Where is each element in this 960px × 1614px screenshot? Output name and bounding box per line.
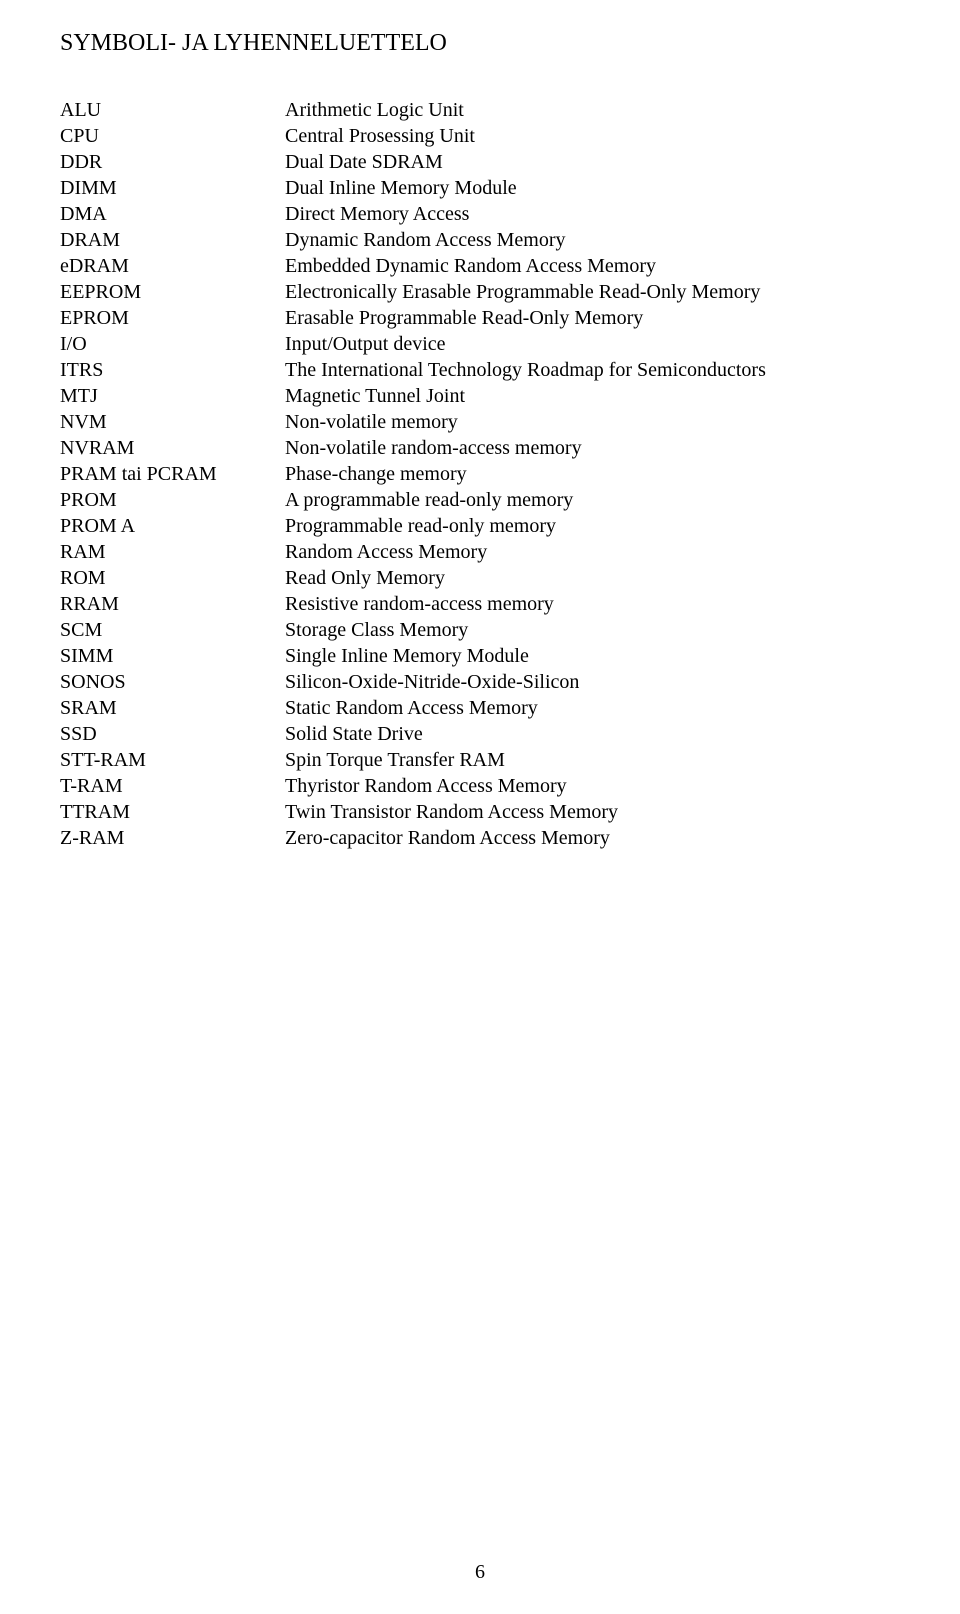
- abbr-cell: DRAM: [60, 227, 285, 253]
- table-row: ROMRead Only Memory: [60, 565, 900, 591]
- abbr-cell: RRAM: [60, 591, 285, 617]
- table-row: PROM AProgrammable read-only memory: [60, 513, 900, 539]
- table-row: DRAMDynamic Random Access Memory: [60, 227, 900, 253]
- abbr-cell: DMA: [60, 201, 285, 227]
- page-number: 6: [0, 1561, 960, 1584]
- definition-cell: Erasable Programmable Read-Only Memory: [285, 305, 900, 331]
- table-row: I/OInput/Output device: [60, 331, 900, 357]
- definition-cell: Programmable read-only memory: [285, 513, 900, 539]
- abbr-cell: Z-RAM: [60, 825, 285, 851]
- table-row: SONOSSilicon-Oxide-Nitride-Oxide-Silicon: [60, 669, 900, 695]
- abbr-cell: eDRAM: [60, 253, 285, 279]
- page-heading: SYMBOLI- JA LYHENNELUETTELO: [60, 30, 900, 57]
- abbr-cell: ALU: [60, 97, 285, 123]
- abbr-cell: SIMM: [60, 643, 285, 669]
- definition-cell: The International Technology Roadmap for…: [285, 357, 900, 383]
- abbr-cell: PROM A: [60, 513, 285, 539]
- definition-cell: Dual Date SDRAM: [285, 149, 900, 175]
- table-row: EEPROMElectronically Erasable Programmab…: [60, 279, 900, 305]
- table-row: NVMNon-volatile memory: [60, 409, 900, 435]
- table-row: PROMA programmable read-only memory: [60, 487, 900, 513]
- definition-cell: Twin Transistor Random Access Memory: [285, 799, 900, 825]
- table-row: TTRAMTwin Transistor Random Access Memor…: [60, 799, 900, 825]
- table-row: Z-RAMZero-capacitor Random Access Memory: [60, 825, 900, 851]
- definition-cell: Magnetic Tunnel Joint: [285, 383, 900, 409]
- definition-cell: Dual Inline Memory Module: [285, 175, 900, 201]
- definition-cell: Direct Memory Access: [285, 201, 900, 227]
- definition-cell: Read Only Memory: [285, 565, 900, 591]
- table-row: STT-RAMSpin Torque Transfer RAM: [60, 747, 900, 773]
- abbr-cell: TTRAM: [60, 799, 285, 825]
- abbr-cell: PRAM tai PCRAM: [60, 461, 285, 487]
- table-row: SCMStorage Class Memory: [60, 617, 900, 643]
- abbr-cell: I/O: [60, 331, 285, 357]
- definition-cell: Spin Torque Transfer RAM: [285, 747, 900, 773]
- definition-cell: Silicon-Oxide-Nitride-Oxide-Silicon: [285, 669, 900, 695]
- abbr-cell: STT-RAM: [60, 747, 285, 773]
- abbr-cell: SCM: [60, 617, 285, 643]
- abbr-cell: ITRS: [60, 357, 285, 383]
- abbr-cell: ROM: [60, 565, 285, 591]
- definition-cell: Non-volatile memory: [285, 409, 900, 435]
- abbr-cell: NVM: [60, 409, 285, 435]
- definition-cell: Dynamic Random Access Memory: [285, 227, 900, 253]
- definition-cell: Arithmetic Logic Unit: [285, 97, 900, 123]
- table-row: SRAMStatic Random Access Memory: [60, 695, 900, 721]
- table-row: eDRAMEmbedded Dynamic Random Access Memo…: [60, 253, 900, 279]
- abbr-cell: SONOS: [60, 669, 285, 695]
- definition-cell: A programmable read-only memory: [285, 487, 900, 513]
- table-row: NVRAMNon-volatile random-access memory: [60, 435, 900, 461]
- abbr-cell: DIMM: [60, 175, 285, 201]
- definition-cell: Phase-change memory: [285, 461, 900, 487]
- abbr-cell: RAM: [60, 539, 285, 565]
- definition-cell: Static Random Access Memory: [285, 695, 900, 721]
- abbr-cell: DDR: [60, 149, 285, 175]
- table-row: ALUArithmetic Logic Unit: [60, 97, 900, 123]
- table-row: SSDSolid State Drive: [60, 721, 900, 747]
- abbr-cell: T-RAM: [60, 773, 285, 799]
- abbreviation-table: ALUArithmetic Logic UnitCPUCentral Prose…: [60, 97, 900, 851]
- abbr-cell: MTJ: [60, 383, 285, 409]
- table-row: MTJMagnetic Tunnel Joint: [60, 383, 900, 409]
- abbr-cell: PROM: [60, 487, 285, 513]
- definition-cell: Random Access Memory: [285, 539, 900, 565]
- abbr-cell: EEPROM: [60, 279, 285, 305]
- definition-cell: Resistive random-access memory: [285, 591, 900, 617]
- table-row: DMADirect Memory Access: [60, 201, 900, 227]
- definition-cell: Thyristor Random Access Memory: [285, 773, 900, 799]
- table-row: ITRSThe International Technology Roadmap…: [60, 357, 900, 383]
- definition-cell: Electronically Erasable Programmable Rea…: [285, 279, 900, 305]
- definition-cell: Storage Class Memory: [285, 617, 900, 643]
- table-row: EPROMErasable Programmable Read-Only Mem…: [60, 305, 900, 331]
- table-row: RAMRandom Access Memory: [60, 539, 900, 565]
- definition-cell: Solid State Drive: [285, 721, 900, 747]
- definition-cell: Embedded Dynamic Random Access Memory: [285, 253, 900, 279]
- table-row: SIMMSingle Inline Memory Module: [60, 643, 900, 669]
- table-row: PRAM tai PCRAMPhase-change memory: [60, 461, 900, 487]
- abbr-cell: SRAM: [60, 695, 285, 721]
- table-row: T-RAMThyristor Random Access Memory: [60, 773, 900, 799]
- table-row: RRAMResistive random-access memory: [60, 591, 900, 617]
- definition-cell: Zero-capacitor Random Access Memory: [285, 825, 900, 851]
- table-row: DIMMDual Inline Memory Module: [60, 175, 900, 201]
- page: SYMBOLI- JA LYHENNELUETTELO ALUArithmeti…: [0, 0, 960, 1614]
- definition-cell: Single Inline Memory Module: [285, 643, 900, 669]
- definition-cell: Central Prosessing Unit: [285, 123, 900, 149]
- abbr-cell: EPROM: [60, 305, 285, 331]
- table-row: DDRDual Date SDRAM: [60, 149, 900, 175]
- definition-cell: Input/Output device: [285, 331, 900, 357]
- abbr-cell: CPU: [60, 123, 285, 149]
- definition-cell: Non-volatile random-access memory: [285, 435, 900, 461]
- table-row: CPUCentral Prosessing Unit: [60, 123, 900, 149]
- abbr-cell: SSD: [60, 721, 285, 747]
- abbr-cell: NVRAM: [60, 435, 285, 461]
